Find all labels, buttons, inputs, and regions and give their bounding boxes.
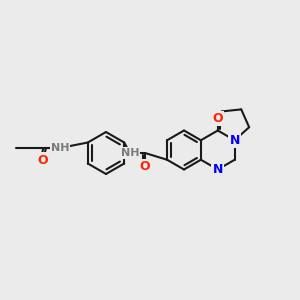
Text: O: O — [38, 154, 48, 166]
Text: NH: NH — [51, 143, 69, 153]
Text: N: N — [213, 163, 223, 176]
Text: O: O — [140, 160, 150, 173]
Text: NH: NH — [121, 148, 139, 158]
Text: N: N — [230, 134, 240, 147]
Text: O: O — [212, 112, 223, 125]
